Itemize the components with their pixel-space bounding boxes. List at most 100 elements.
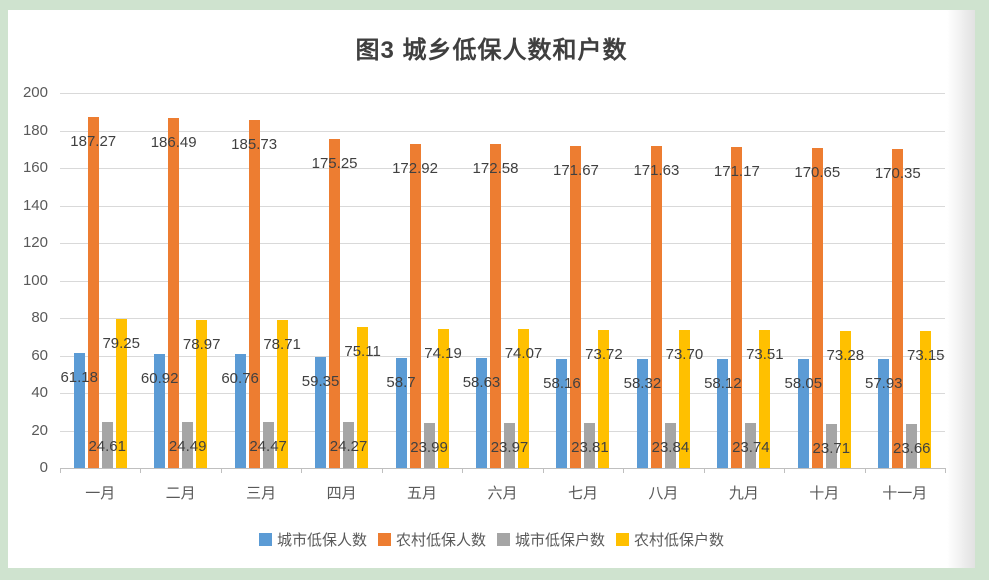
bar-value-label: 73.70: [665, 345, 704, 363]
chart-panel: 图3 城乡低保人数和户数 200 180 160 140 120 100 80 60 40 20 0…: [8, 10, 975, 568]
bar-value-label: 185.73: [231, 135, 278, 153]
bar-value-label: 23.81: [571, 439, 609, 457]
bar: [825, 423, 837, 468]
x-axis-category-label: 六月: [487, 485, 518, 502]
gridline: [60, 168, 945, 169]
gridline: [60, 205, 945, 207]
bar: [759, 330, 771, 468]
bar: [878, 359, 890, 468]
bar: [811, 148, 823, 468]
plot-area: 200 180 160 140 120 100 80 60 40 20 0 一月 二月 三月 四月 五月 六月七…: [8, 10, 975, 568]
bar: [797, 359, 809, 468]
y-axis-tick-label: 140: [22, 196, 48, 214]
x-axis-category-label: 九月: [728, 485, 759, 502]
x-axis-tick: [301, 468, 303, 473]
bar-value-label: 23.74: [732, 439, 770, 457]
bar-value-label: 61.18: [60, 369, 98, 387]
x-axis-tick: [542, 468, 544, 473]
y-axis-tick-label: 20: [31, 421, 48, 439]
bar: [115, 319, 127, 468]
x-axis-category-label: 四月: [326, 485, 357, 502]
bar-value-label: 73.72: [585, 345, 623, 363]
bar-value-label: 171.17: [713, 163, 760, 181]
bar: [262, 422, 274, 468]
bar: [154, 353, 166, 468]
bar: [73, 353, 85, 468]
x-axis-category-label: 一月: [85, 485, 116, 502]
bar-value-label: 74.07: [504, 345, 543, 363]
bar-value-label: 78.97: [182, 335, 221, 353]
bar: [650, 146, 662, 468]
bar: [556, 358, 568, 468]
gridline: [60, 93, 945, 94]
y-axis-tick-label: 0: [39, 459, 48, 476]
legend-color-marker: [377, 533, 391, 546]
legend-color-marker: [258, 533, 272, 546]
bar: [518, 329, 529, 468]
gridline: [60, 243, 945, 244]
bar: [678, 329, 690, 468]
bar: [343, 422, 355, 468]
bar: [437, 328, 449, 468]
y-axis-tick-label: 160: [22, 159, 48, 176]
y-axis-tick-label: 60: [31, 346, 48, 364]
bar-value-label: 23.66: [892, 439, 931, 457]
x-axis-category-label: 十月: [809, 485, 840, 502]
bar-value-label: 57.93: [864, 375, 903, 393]
bar-value-label: 23.84: [651, 439, 690, 457]
bar-value-label: 78.71: [263, 336, 301, 354]
x-axis-tick: [140, 468, 142, 473]
bar: [357, 327, 369, 468]
legend-item: 城市低保户数: [497, 529, 605, 550]
bar: [636, 358, 648, 468]
bar: [504, 423, 515, 468]
gridline: [60, 355, 945, 357]
bar-value-label: 23.71: [812, 439, 851, 457]
bar: [248, 119, 260, 468]
bar: [182, 422, 194, 468]
bar-value-label: 186.49: [150, 134, 197, 152]
bar-value-label: 74.19: [424, 344, 462, 362]
legend: 城市低保人数 农村低保人数 城市低保户数 农村低保户数: [8, 529, 975, 550]
gridline: [60, 280, 945, 282]
bar-value-label: 172.58: [472, 160, 519, 178]
bar-value-label: 60.76: [221, 370, 259, 388]
x-axis-tick: [462, 468, 464, 473]
y-axis-tick-label: 120: [22, 234, 48, 251]
legend-item: 农村低保人数: [377, 529, 486, 550]
bar: [276, 320, 288, 468]
bar-value-label: 73.15: [906, 346, 945, 364]
y-axis-tick-label: 200: [22, 84, 48, 101]
bar: [584, 423, 596, 468]
bar-value-label: 175.25: [311, 155, 358, 173]
legend-label: 城市低保人数: [276, 532, 367, 549]
x-axis-category-label: 八月: [648, 485, 679, 502]
bar: [570, 146, 582, 468]
bar-value-label: 23.99: [410, 439, 448, 457]
bar: [196, 319, 208, 468]
bar-value-label: 23.97: [490, 439, 529, 457]
legend-item: 城市低保人数: [258, 529, 367, 550]
bar: [168, 118, 180, 468]
bar-value-label: 170.35: [874, 164, 921, 182]
x-axis-tick: [381, 468, 383, 473]
x-axis-category-label: 二月: [165, 485, 196, 502]
gridline: [60, 318, 945, 319]
bar: [490, 144, 501, 468]
y-axis-tick-label: 100: [22, 271, 48, 289]
x-axis-tick: [60, 468, 61, 473]
bar-value-label: 24.61: [88, 437, 126, 455]
y-axis-tick-label: 80: [31, 309, 48, 326]
bar-value-label: 59.35: [301, 372, 340, 390]
bar: [920, 330, 932, 468]
bar: [745, 423, 757, 468]
bar-value-label: 24.27: [329, 438, 368, 456]
bar-value-label: 171.63: [633, 162, 680, 180]
bar-value-label: 171.67: [553, 162, 599, 180]
bar: [101, 421, 113, 468]
legend-item: 农村低保户数: [616, 529, 724, 550]
bar: [906, 423, 918, 468]
bar: [329, 139, 341, 468]
bar-value-label: 75.11: [344, 343, 381, 361]
bar: [409, 143, 421, 468]
